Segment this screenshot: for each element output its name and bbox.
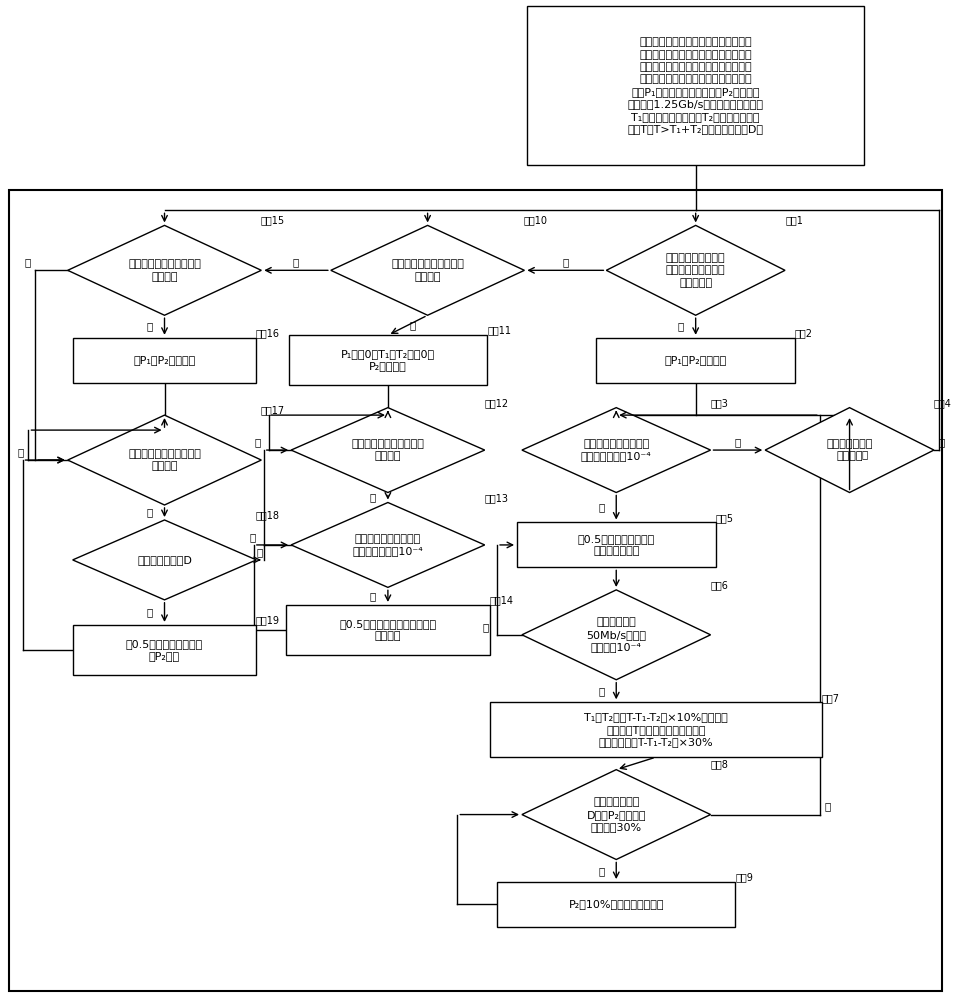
Text: 将P₁、P₂设为最大: 将P₁、P₂设为最大 [134, 355, 196, 365]
Text: 步骤1: 步骤1 [785, 215, 803, 225]
Text: 步骤7: 步骤7 [822, 693, 839, 703]
Text: 步骤11: 步骤11 [488, 325, 511, 335]
Text: 是: 是 [861, 449, 868, 459]
Text: 是: 是 [678, 321, 684, 331]
Text: 是: 是 [598, 686, 604, 696]
Text: 测距稳定度达到D: 测距稳定度达到D [137, 555, 192, 565]
Text: 将P₁和P₂设为最大: 将P₁和P₂设为最大 [664, 355, 727, 365]
Text: 光通信终端是否采用测距
优先策略: 光通信终端是否采用测距 优先策略 [128, 449, 201, 471]
Polygon shape [291, 408, 485, 493]
Text: 是: 是 [598, 502, 604, 512]
Text: P₂以10%的步进减少光功率: P₂以10%的步进减少光功率 [569, 899, 664, 909]
Text: 步骤14: 步骤14 [489, 595, 513, 605]
Text: 步骤15: 步骤15 [261, 215, 285, 225]
Text: 否: 否 [254, 437, 261, 447]
Polygon shape [73, 520, 256, 600]
Text: 否: 否 [17, 447, 24, 457]
Bar [517, 522, 715, 567]
Bar [489, 702, 822, 757]
Polygon shape [522, 770, 710, 859]
Text: 是: 是 [370, 591, 376, 601]
Text: 步骤3: 步骤3 [710, 398, 728, 408]
Bar [286, 605, 489, 655]
Text: 否: 否 [250, 532, 256, 542]
Text: 否: 否 [598, 866, 604, 876]
Text: 以0.5倍原速率为步进降低信号
发射速率: 以0.5倍原速率为步进降低信号 发射速率 [339, 619, 437, 641]
Bar [73, 625, 256, 675]
Text: 是: 是 [409, 320, 416, 330]
Text: 测距稳定度达到
D，或P₂功率减少
到原来的30%: 测距稳定度达到 D，或P₂功率减少 到原来的30% [586, 797, 646, 832]
Text: 步骤5: 步骤5 [715, 513, 733, 523]
Text: 否: 否 [735, 437, 741, 447]
Text: 步骤18: 步骤18 [256, 510, 280, 520]
Bar [497, 882, 735, 927]
Text: 步骤8: 步骤8 [710, 760, 728, 770]
Text: 是: 是 [257, 547, 263, 557]
Polygon shape [68, 415, 261, 505]
Bar [597, 338, 795, 383]
Text: 步骤19: 步骤19 [256, 615, 280, 625]
Bar [9, 190, 942, 991]
Text: P₁设为0，T₁和T₂设为0，
P₂设为最大: P₁设为0，T₁和T₂设为0， P₂设为最大 [341, 349, 435, 371]
Text: 是: 是 [146, 507, 153, 517]
Polygon shape [606, 225, 785, 315]
Polygon shape [331, 225, 525, 315]
Text: 否: 否 [483, 622, 489, 632]
Polygon shape [522, 590, 710, 680]
Polygon shape [522, 408, 710, 493]
Text: 光通信终端是否采用通信
优先策略: 光通信终端是否采用通信 优先策略 [391, 259, 464, 282]
Polygon shape [765, 408, 934, 493]
Text: 以0.5倍原功率为步进降
低P₂功率: 以0.5倍原功率为步进降 低P₂功率 [126, 639, 203, 661]
Text: 否: 否 [939, 437, 945, 447]
Text: 是: 是 [146, 321, 153, 331]
Text: 以0.5倍原速率为步进降
低信号发射速率: 以0.5倍原速率为步进降 低信号发射速率 [577, 534, 655, 556]
Text: 是: 是 [825, 802, 831, 812]
Text: 否: 否 [146, 607, 153, 617]
Text: 否: 否 [562, 257, 569, 267]
Text: 否: 否 [293, 257, 299, 267]
Text: 否: 否 [24, 257, 31, 267]
Bar [527, 6, 864, 165]
Text: 通信速率低于
50Mb/s，且误
码率劣于10⁻⁴: 通信速率低于 50Mb/s，且误 码率劣于10⁻⁴ [586, 617, 646, 652]
Text: 根据轨道位置和地面发来指令设置光通
信终端是否采用测距优先策略或通信优
先策略，若都不使用则默认使用正常通
信测距策略。设置初始飞秒光梳峰值功
率为P₁，信号光: 根据轨道位置和地面发来指令设置光通 信终端是否采用测距优先策略或通信优 先策略，… [628, 37, 764, 134]
Text: 步骤2: 步骤2 [795, 328, 813, 338]
Text: 步骤13: 步骤13 [484, 493, 509, 503]
Text: 光通信终端是否采用测距
优先策略: 光通信终端是否采用测距 优先策略 [128, 259, 201, 282]
Polygon shape [68, 225, 261, 315]
Text: 光通信终端策略
是否改变: 光通信终端策略 是否改变 [826, 439, 873, 461]
Text: 步骤10: 步骤10 [524, 215, 548, 225]
Text: 检测对端发来的信号，
误码率是否劣于10⁻⁴: 检测对端发来的信号， 误码率是否劣于10⁻⁴ [353, 534, 424, 556]
Polygon shape [291, 502, 485, 587]
Text: 步骤9: 步骤9 [735, 872, 753, 882]
Text: T₁和T₂以（T-T₁-T₂）×10%的步进增
长，减少T周期内信号传播时长，
直至增加了（T-T₁-T₂）×30%: T₁和T₂以（T-T₁-T₂）×10%的步进增 长，减少T周期内信号传播时长， … [584, 712, 728, 747]
Text: 步骤17: 步骤17 [261, 405, 285, 415]
Bar [289, 335, 488, 385]
Text: 步骤16: 步骤16 [256, 328, 280, 338]
Text: 步骤4: 步骤4 [934, 398, 952, 408]
Text: 是: 是 [370, 493, 376, 503]
Text: 步骤12: 步骤12 [484, 398, 509, 408]
Text: 光通信终端是否采用通信
优先策略: 光通信终端是否采用通信 优先策略 [352, 439, 424, 461]
Text: 检测对端发来的信号，
误码率是否劣于10⁻⁴: 检测对端发来的信号， 误码率是否劣于10⁻⁴ [581, 439, 652, 461]
Text: 步骤6: 步骤6 [710, 580, 728, 590]
Bar [73, 338, 256, 383]
Text: 根据指令检测，光通
信终端是采用正常通
信测距策略: 根据指令检测，光通 信终端是采用正常通 信测距策略 [666, 253, 726, 288]
